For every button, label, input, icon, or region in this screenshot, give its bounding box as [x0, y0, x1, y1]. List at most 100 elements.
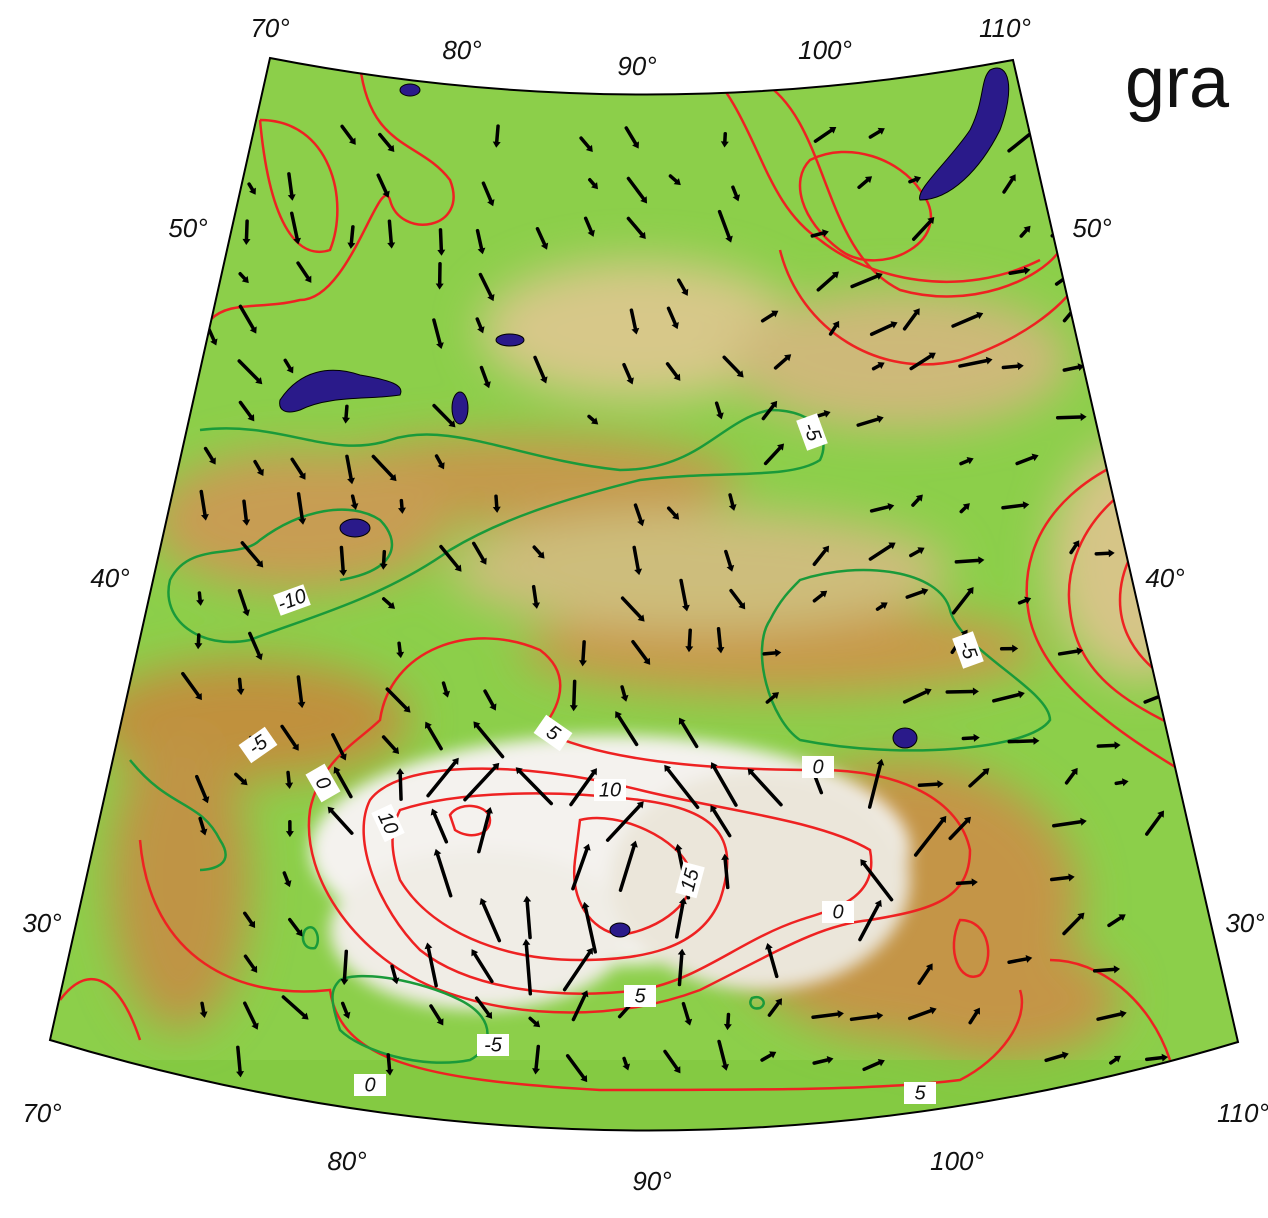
arrow-shaft — [1146, 549, 1157, 554]
arrow-head — [1159, 407, 1166, 414]
arrow-shaft — [244, 501, 246, 520]
arrow-head — [240, 153, 247, 160]
arrow-shaft — [1095, 969, 1114, 970]
arrow-shaft — [1147, 1058, 1162, 1060]
contour-label-text: 0 — [812, 756, 823, 778]
arrow-head — [1166, 365, 1173, 372]
arrow-shaft — [957, 882, 971, 883]
arrow-head — [1153, 172, 1160, 179]
contour-label: 5 — [904, 1082, 936, 1104]
left-label: 30° — [22, 908, 61, 938]
arrow-shaft — [389, 221, 391, 242]
contour-label: 0 — [354, 1074, 386, 1096]
right-label: 30° — [1225, 908, 1264, 938]
arrow-shaft — [1010, 271, 1024, 274]
arrow-shaft — [1052, 877, 1069, 879]
arrow-shaft — [689, 630, 690, 646]
map: gra — [0, 0, 1268, 1218]
arrow-shaft — [235, 138, 243, 155]
arrow-shaft — [190, 270, 208, 289]
arrow-shaft — [1099, 404, 1115, 417]
arrow-shaft — [1020, 600, 1026, 603]
contour-label: 0 — [822, 901, 854, 923]
arrow-head — [203, 207, 211, 213]
arrow-shaft — [384, 552, 385, 564]
top-label: 70° — [250, 13, 289, 43]
arrow-head — [1114, 446, 1121, 453]
arrow-shaft — [719, 629, 721, 648]
arrow-shaft — [624, 1058, 626, 1064]
arrow-shaft — [574, 681, 575, 705]
contour-label: 0 — [802, 756, 834, 778]
arrow-shaft — [1058, 417, 1081, 418]
arrow-shaft — [534, 587, 536, 603]
arrow-shaft — [1052, 225, 1066, 236]
contour-label-text: 0 — [364, 1074, 375, 1096]
top-label: 110° — [979, 13, 1031, 43]
arrow-shaft — [956, 560, 978, 562]
arrow-shaft — [1003, 366, 1017, 367]
arrow-shaft — [341, 547, 343, 570]
contour-label-text: 5 — [634, 985, 646, 1007]
arrow-head — [200, 137, 207, 144]
bottom-label: 70° — [22, 1098, 61, 1128]
arrow-head — [1063, 221, 1070, 228]
arrow-shaft — [919, 784, 937, 785]
arrow-shaft — [199, 593, 200, 600]
top-label: 90° — [617, 51, 656, 81]
arrow-shaft — [1053, 133, 1074, 146]
left-label: 40° — [90, 563, 129, 593]
arrow-shaft — [679, 955, 681, 985]
arrow-shaft — [910, 180, 916, 182]
contour-label: 5 — [624, 985, 656, 1007]
arrow-shaft — [1149, 511, 1155, 515]
right-label: 40° — [1145, 563, 1184, 593]
arrow-shaft — [288, 773, 289, 783]
arrow-head — [1069, 185, 1075, 193]
arrow-shaft — [1144, 603, 1161, 604]
bottom-label: 90° — [632, 1166, 671, 1196]
arrow-head — [1072, 129, 1079, 136]
top-label: 80° — [442, 35, 481, 65]
bottom-label: 110° — [1217, 1098, 1268, 1128]
arrow-shaft — [1100, 127, 1114, 144]
arrow-shaft — [346, 406, 347, 417]
arrow-head — [1164, 690, 1171, 697]
arrow-shaft — [202, 1003, 204, 1012]
contour-label-text: -5 — [484, 1034, 503, 1056]
arrow-shaft — [199, 129, 204, 139]
arrow-shaft — [764, 653, 775, 654]
arrow-shaft — [240, 679, 241, 689]
arrow-shaft — [497, 126, 498, 142]
arrow-shaft — [1096, 553, 1108, 554]
arrow-shaft — [1116, 782, 1122, 783]
arrow-shaft — [246, 221, 247, 239]
arrow-head — [1116, 172, 1123, 179]
arrow-shaft — [1056, 189, 1069, 190]
arrow-shaft — [1111, 177, 1119, 188]
arrow-shaft — [1009, 741, 1033, 742]
arrow-shaft — [344, 951, 346, 979]
arrow-shaft — [496, 496, 497, 507]
contour-label-text: 5 — [914, 1082, 926, 1104]
arrow-shaft — [1108, 451, 1118, 464]
contour-label: 10 — [594, 779, 626, 801]
contour-label: -5 — [477, 1034, 509, 1056]
arrow-head — [1070, 269, 1077, 276]
arrow-head — [1161, 599, 1167, 607]
arrow-shaft — [440, 230, 441, 250]
arrow-shaft — [238, 1047, 240, 1071]
title-fragment: gra — [1125, 43, 1230, 123]
arrow-head — [1112, 400, 1119, 407]
arrow-shaft — [1158, 639, 1183, 650]
arrow-shaft — [963, 738, 973, 739]
arrow-head — [1153, 508, 1160, 515]
arrow-head — [205, 285, 212, 292]
arrow-head — [1181, 636, 1188, 643]
arrow-shaft — [400, 774, 401, 799]
arrow-shaft — [351, 227, 353, 243]
contour-label-text: 0 — [832, 901, 843, 923]
arrow-shaft — [1155, 369, 1168, 374]
arrow-shaft — [388, 1055, 389, 1070]
arrow-shaft — [728, 1014, 729, 1024]
